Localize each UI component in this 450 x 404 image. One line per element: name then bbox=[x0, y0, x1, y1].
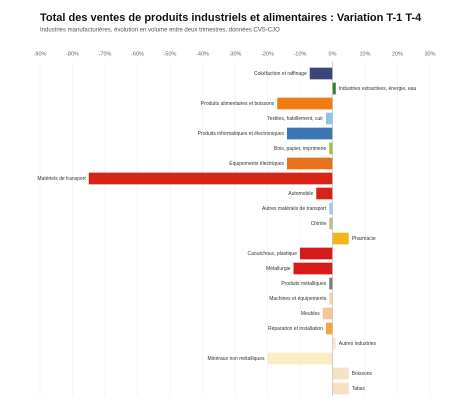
category-label: Bois, papier, imprimerie bbox=[274, 146, 326, 152]
bar bbox=[332, 367, 349, 380]
bar bbox=[88, 172, 333, 185]
bar bbox=[277, 97, 333, 110]
category-label: Réparation et installation bbox=[268, 326, 323, 332]
category-label: Produits métalliques bbox=[281, 281, 327, 287]
category-label: Minéraux non métalliques bbox=[208, 356, 265, 362]
bar bbox=[329, 142, 333, 155]
x-tick-label: -50% bbox=[164, 51, 177, 57]
category-label: Produits informatiques et électroniques bbox=[198, 131, 285, 137]
bar bbox=[329, 277, 333, 290]
x-tick-label: -20% bbox=[261, 51, 274, 57]
bar bbox=[316, 187, 333, 200]
x-tick-label: -40% bbox=[196, 51, 209, 57]
bar bbox=[332, 337, 336, 350]
bar bbox=[329, 292, 333, 305]
bar bbox=[300, 247, 333, 260]
bar bbox=[287, 157, 333, 170]
category-label: Textiles, habillement, cuir bbox=[267, 116, 323, 122]
bar bbox=[332, 382, 349, 395]
bar bbox=[287, 127, 333, 140]
category-label: Machines et équipements bbox=[269, 296, 326, 302]
chart-subtitle: Industries manufacturières, évolution en… bbox=[40, 28, 280, 34]
category-label: Produits alimentaires et boissons bbox=[201, 101, 275, 107]
category-label: Caoutchouc, plastique bbox=[248, 251, 298, 257]
category-label: Boissons bbox=[352, 371, 373, 377]
bar bbox=[332, 232, 349, 245]
x-tick-label: -60% bbox=[131, 51, 144, 57]
category-label: Tabac bbox=[352, 386, 366, 392]
category-label: Métallurgie bbox=[266, 266, 291, 272]
x-tick-label: -70% bbox=[99, 51, 112, 57]
x-tick-label: 20% bbox=[392, 51, 403, 57]
chart-title: Total des ventes de produits industriels… bbox=[40, 12, 422, 24]
bar bbox=[329, 202, 333, 215]
category-label: Cokéfaction et raffinage bbox=[254, 71, 307, 77]
x-tick-label: -10% bbox=[294, 51, 307, 57]
category-label: Équipements électriques bbox=[229, 160, 284, 167]
x-tick-label: 0% bbox=[329, 51, 337, 57]
bar bbox=[326, 322, 333, 335]
category-label: Chimie bbox=[311, 221, 327, 227]
x-tick-label: 10% bbox=[359, 51, 370, 57]
category-label: Automobile bbox=[288, 191, 313, 197]
bar bbox=[332, 82, 336, 95]
category-label: Pharmacie bbox=[352, 236, 376, 242]
x-tick-label: -90% bbox=[34, 51, 47, 57]
bar bbox=[309, 67, 333, 80]
category-label: Autres industries bbox=[339, 341, 377, 347]
category-label: Industries extractives, énergie, eau bbox=[339, 86, 417, 92]
category-label: Meubles bbox=[301, 311, 320, 317]
bar bbox=[329, 217, 333, 230]
category-label: Autres matériels de transport bbox=[262, 206, 327, 212]
x-tick-label: 30% bbox=[424, 51, 435, 57]
bar bbox=[326, 112, 333, 125]
category-label: Matériels de transport bbox=[37, 176, 86, 182]
bar bbox=[293, 262, 333, 275]
x-tick-label: -30% bbox=[229, 51, 242, 57]
x-tick-label: -80% bbox=[66, 51, 79, 57]
bar bbox=[322, 307, 333, 320]
bar bbox=[267, 352, 333, 365]
